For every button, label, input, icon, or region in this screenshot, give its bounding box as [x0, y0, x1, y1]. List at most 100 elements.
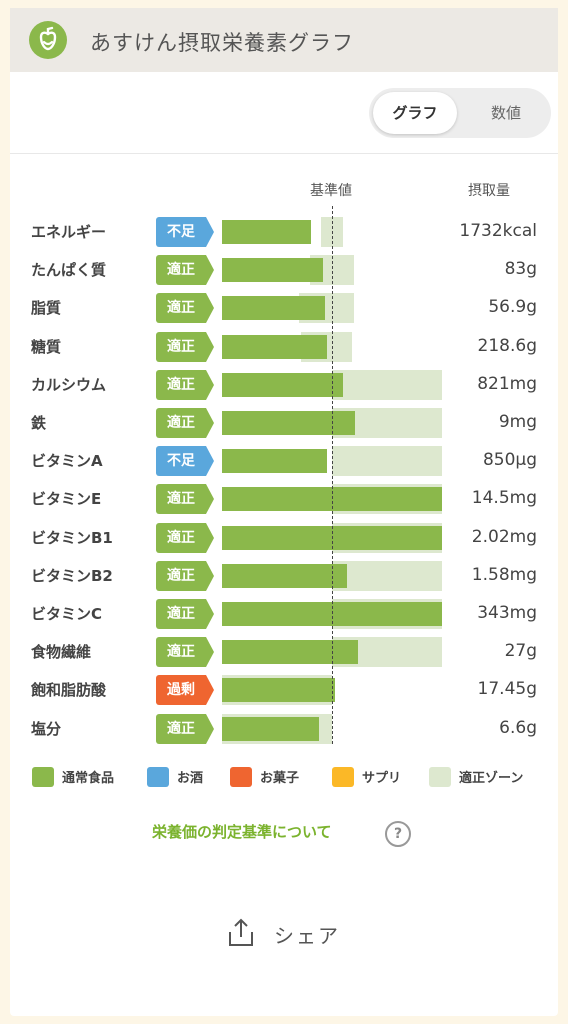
nutrient-label: カルシウム [31, 375, 107, 394]
nutrient-row: ビタミンB1 適正 2.02mg [10, 519, 558, 557]
legend-label: 通常食品 [62, 771, 115, 786]
intake-bar [222, 296, 326, 321]
status-badge-label: 適正 [156, 255, 206, 286]
status-badge-label: 適正 [156, 560, 206, 591]
nutrient-label: ビタミンE [31, 490, 102, 509]
nutrient-label: 食物繊維 [31, 643, 92, 662]
status-badge-label: 適正 [156, 637, 206, 668]
reference-column-header: 基準値 [310, 183, 352, 199]
legend-label: サプリ [362, 771, 402, 786]
nutrient-row: エネルギー 不足 1732kcal [10, 213, 558, 251]
intake-value: 6.6g [499, 717, 537, 738]
intake-bar [222, 563, 348, 588]
badge-arrow [206, 713, 214, 744]
status-badge-label: 適正 [156, 484, 206, 515]
legend-swatch [429, 767, 451, 787]
share-button[interactable]: シェア [226, 912, 386, 952]
intake-bar [222, 258, 324, 283]
intake-value: 14.5mg [471, 488, 537, 509]
status-badge-label: 適正 [156, 599, 206, 629]
question-circle-icon[interactable]: ? [385, 821, 411, 847]
status-badge: 適正 [156, 331, 214, 362]
intake-value: 27g [504, 641, 537, 662]
page-title: あすけん摂取栄養素グラフ [90, 31, 354, 55]
nutrient-row: ビタミンB2 適正 1.58mg [10, 557, 558, 595]
badge-arrow [206, 446, 214, 477]
tab-graph[interactable]: グラフ [373, 92, 457, 134]
status-badge: 不足 [156, 446, 214, 477]
badge-arrow [206, 560, 214, 591]
legend-swatch [332, 767, 354, 787]
intake-bar [222, 372, 343, 397]
badge-arrow [206, 369, 214, 400]
status-badge: 適正 [156, 484, 214, 515]
share-label: シェア [274, 924, 340, 948]
nutrient-label: 鉄 [31, 414, 47, 432]
nutrient-row: 食物繊維 適正 27g [10, 633, 558, 671]
badge-arrow [206, 331, 214, 362]
intake-value: 1.58mg [471, 564, 537, 585]
nutrient-label: 脂質 [31, 299, 62, 318]
status-badge-label: 適正 [156, 713, 206, 744]
tab-values[interactable]: 数値 [490, 104, 521, 122]
status-badge: 適正 [156, 637, 214, 668]
status-badge: 適正 [156, 713, 214, 744]
status-badge-label: 適正 [156, 522, 206, 553]
nutrient-row: たんぱく質 適正 83g [10, 251, 558, 289]
intake-bar [222, 640, 359, 665]
status-badge: 適正 [156, 560, 214, 591]
nutrient-row: カルシウム 適正 821mg [10, 366, 558, 404]
app-header: あすけん摂取栄養素グラフ [10, 8, 558, 72]
nutrient-label: ビタミンC [31, 605, 103, 623]
badge-arrow [206, 522, 214, 553]
status-badge: 適正 [156, 522, 214, 553]
nutrient-row: 鉄 適正 9mg [10, 404, 558, 442]
legend-swatch [230, 767, 252, 787]
intake-bar [222, 334, 327, 359]
intake-value: 9mg [498, 412, 537, 432]
nutrient-row: 飽和脂肪酸 過剰 17.45g [10, 671, 558, 709]
nutrition-graph-card: あすけん摂取栄養素グラフ グラフ 数値 基準値 摂取量 エネルギー 不足 1732k… [10, 8, 558, 1016]
legend-swatch [32, 767, 54, 787]
status-badge: 適正 [156, 293, 214, 324]
status-badge: 適正 [156, 255, 214, 286]
nutrient-row: 脂質 適正 56.9g [10, 289, 558, 327]
status-badge-label: 適正 [156, 331, 206, 362]
intake-value: 218.6g [477, 335, 537, 356]
criteria-link[interactable]: 栄養価の判定基準について [152, 823, 332, 841]
nutrient-label: たんぱく質 [31, 261, 107, 280]
nutrient-label: 飽和脂肪酸 [31, 681, 107, 700]
share-upload-icon [229, 918, 253, 946]
intake-value: 343mg [477, 603, 537, 623]
divider [10, 153, 558, 154]
status-badge: 適正 [156, 599, 214, 629]
status-badge: 過剰 [156, 675, 214, 706]
intake-value: 83g [504, 259, 537, 280]
badge-arrow [206, 675, 214, 706]
badge-arrow [206, 217, 214, 247]
status-badge: 適正 [156, 369, 214, 400]
intake-bar [222, 449, 327, 474]
legend-label: お菓子 [260, 771, 300, 786]
nutrient-row: ビタミンE 適正 14.5mg [10, 480, 558, 518]
status-badge-label: 適正 [156, 369, 206, 400]
intake-bar [222, 716, 319, 741]
intake-bar [222, 220, 312, 244]
badge-arrow [206, 637, 214, 668]
status-badge-label: 過剰 [156, 675, 206, 706]
badge-arrow [206, 293, 214, 324]
legend-label: 適正ゾーン [459, 771, 524, 786]
intake-column-header: 摂取量 [468, 183, 510, 199]
intake-value: 850μg [482, 450, 537, 471]
status-badge-label: 不足 [156, 446, 206, 477]
nutrient-label: ビタミンB2 [31, 566, 113, 585]
adequate-zone [332, 369, 442, 400]
status-badge: 不足 [156, 217, 214, 247]
nutrient-row: ビタミンA 不足 850μg [10, 442, 558, 480]
nutrient-label: ビタミンA [31, 452, 103, 471]
status-badge: 適正 [156, 408, 214, 438]
intake-value: 2.02mg [471, 526, 537, 547]
asken-apple-logo [29, 21, 67, 59]
badge-arrow [206, 484, 214, 515]
nutrient-label: エネルギー [31, 223, 107, 241]
